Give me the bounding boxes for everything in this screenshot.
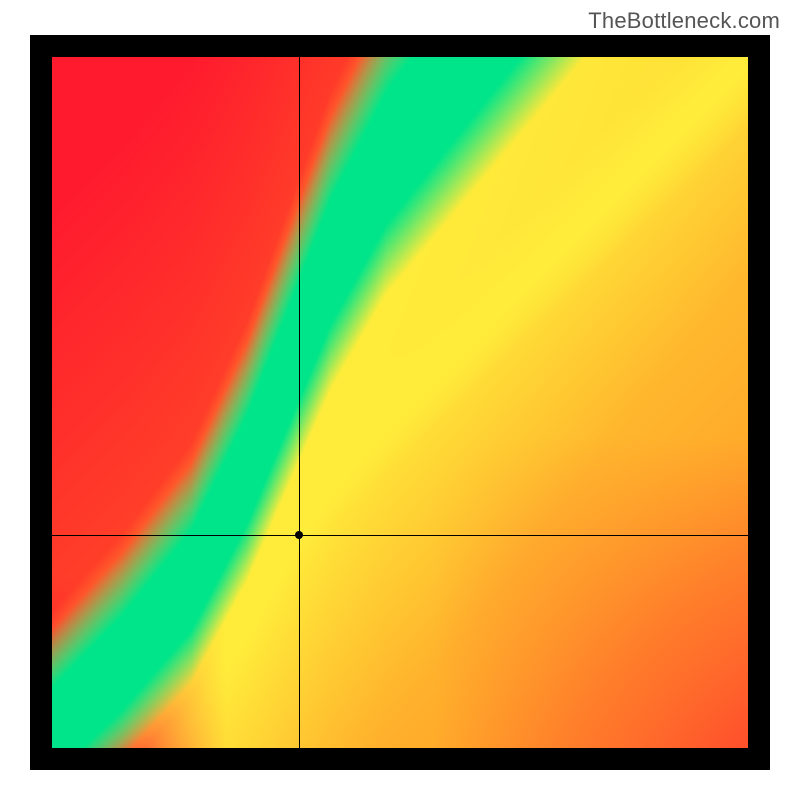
crosshair-point-icon <box>295 531 303 539</box>
heatmap-canvas <box>52 57 748 748</box>
chart-frame <box>30 35 770 770</box>
watermark-text: TheBottleneck.com <box>588 8 780 34</box>
heatmap-area <box>52 57 748 748</box>
crosshair-horizontal <box>52 535 748 536</box>
crosshair-vertical <box>299 57 300 748</box>
chart-container: TheBottleneck.com <box>0 0 800 800</box>
